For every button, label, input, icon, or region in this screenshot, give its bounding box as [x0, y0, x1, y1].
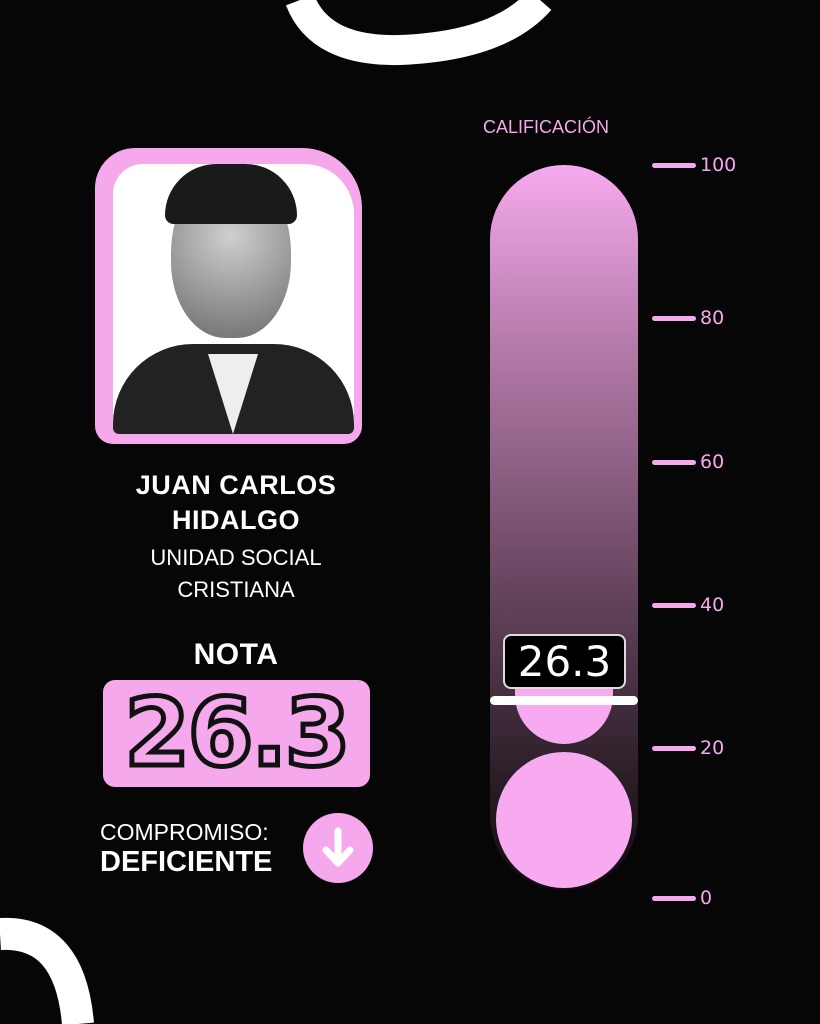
tick-label: 100: [700, 154, 737, 176]
tick-label: 60: [700, 451, 725, 473]
candidate-photo: [95, 148, 362, 444]
tick-mark: [652, 746, 696, 751]
score-value: 26.3: [103, 678, 370, 790]
tick-label: 40: [700, 594, 725, 616]
party-line2: CRISTIANA: [177, 577, 295, 602]
tick-mark: [652, 460, 696, 465]
score-label: NOTA: [193, 638, 279, 671]
decorative-arc-top: [286, 0, 552, 66]
gauge-value-label: 26.3: [503, 634, 626, 689]
tick-mark: [652, 163, 696, 168]
thermometer-bulb: [496, 752, 632, 888]
tick-label: 20: [700, 737, 725, 759]
tick-label: 0: [700, 887, 713, 909]
commitment-label: COMPROMISO:: [100, 819, 269, 845]
tick-mark: [652, 316, 696, 321]
decorative-arc-bottom: [0, 917, 94, 1024]
candidate-name-line1: JUAN CARLOS: [135, 470, 337, 500]
gauge-title: CALIFICACIÓN: [483, 117, 610, 137]
commitment-value: DEFICIENTE: [100, 846, 273, 878]
candidate-name-line2: HIDALGO: [172, 505, 300, 535]
tick-mark: [652, 896, 696, 901]
value-marker: [490, 696, 638, 705]
party-line1: UNIDAD SOCIAL: [150, 545, 322, 570]
arrow-down-icon: [303, 813, 373, 883]
tick-mark: [652, 603, 696, 608]
tick-label: 80: [700, 307, 725, 329]
